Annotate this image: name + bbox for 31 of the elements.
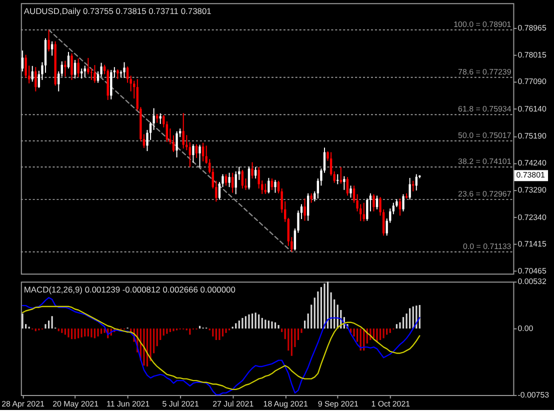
ref-line-label: 61.8 = 0.75934	[458, 104, 512, 114]
y-tick-label: 0.76140	[518, 104, 547, 114]
x-tick-label: 18 Aug 2021	[263, 399, 308, 408]
y-tick-label: 0.00532	[518, 277, 547, 286]
y-tick-label: -0.00753	[518, 390, 550, 400]
x-tick-label: 28 Apr 2021	[2, 399, 46, 408]
y-tick-label: 0.00	[518, 324, 534, 334]
chart-title: AUDUSD,Daily 0.73755 0.73815 0.73711 0.73801	[24, 6, 212, 16]
ref-line-label: 23.6 = 0.72967	[458, 189, 512, 198]
y-tick-label: 0.78015	[518, 50, 547, 60]
chart-title: MACD(12,26,9) 0.001239 -0.000812 0.002666 0.000000	[24, 284, 236, 295]
x-tick-label: 27 Jul 2021	[212, 399, 254, 408]
y-tick-label: 0.77090	[518, 77, 547, 86]
ref-line-label: 38.2 = 0.74101	[458, 157, 512, 166]
ref-line-label: 100.0 = 0.78901	[454, 20, 512, 29]
y-tick-label: 0.70465	[518, 266, 547, 276]
y-tick-label: 0.72340	[518, 212, 547, 222]
y-tick-label: 0.71415	[518, 239, 547, 248]
y-tick-label: 0.78965	[518, 24, 547, 33]
y-tick-label: 0.73290	[518, 186, 547, 195]
x-tick-label: 9 Sep 2021	[318, 399, 360, 408]
x-tick-label: 20 May 2021	[52, 399, 100, 408]
ref-line-label: 0.0 = 0.71133	[463, 242, 512, 251]
y-tick-label: 0.74240	[518, 158, 547, 168]
text: 0.73801	[516, 170, 546, 180]
ref-line-label: 78.6 = 0.77239	[458, 67, 512, 76]
x-tick-label: 1 Oct 2021	[371, 399, 411, 408]
ref-line-label: 50.0 = 0.75017	[458, 130, 512, 140]
x-tick-label: 11 Jun 2021	[106, 399, 150, 408]
x-tick-label: 5 Jul 2021	[162, 399, 200, 408]
y-tick-label: 0.75190	[518, 131, 547, 140]
